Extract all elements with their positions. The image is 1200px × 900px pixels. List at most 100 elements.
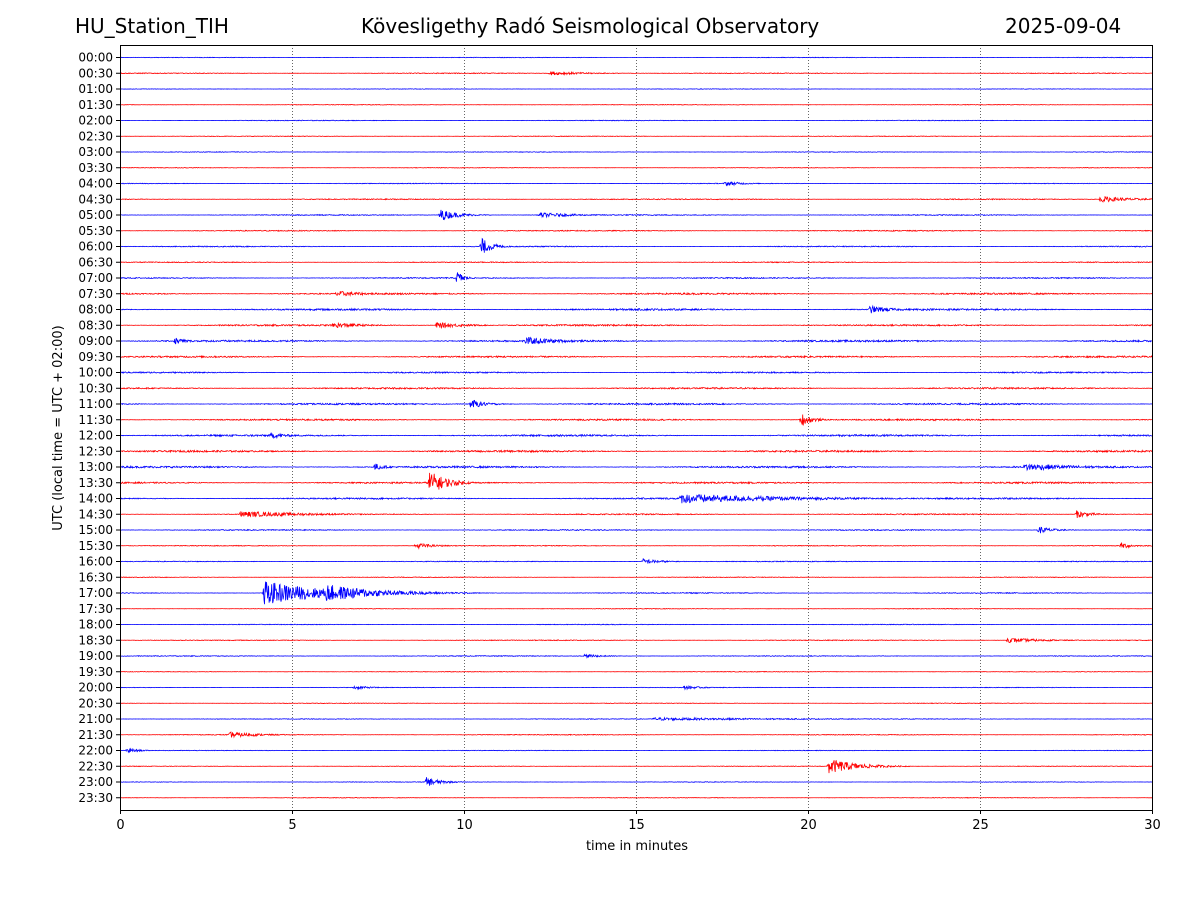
trace-1500	[119, 526, 1153, 534]
station-name: HU_Station_TIH	[75, 14, 229, 38]
trace-0130	[119, 103, 1153, 106]
x-axis-label: time in minutes	[586, 839, 688, 854]
y-tick-label: 17:00	[78, 586, 113, 600]
y-tick-label: 10:00	[78, 366, 113, 380]
trace-0600	[119, 237, 1153, 253]
y-tick-label: 11:00	[78, 397, 113, 411]
trace-1700	[119, 581, 1153, 605]
y-tick-label: 09:30	[78, 350, 113, 364]
trace-0630	[119, 261, 1153, 264]
y-tick-label: 15:00	[78, 523, 113, 537]
trace-1130	[119, 414, 1153, 426]
trace-0500	[119, 209, 1153, 221]
y-tick-label: 20:00	[78, 681, 113, 695]
y-tick-label: 11:30	[78, 413, 113, 427]
trace-1930	[119, 670, 1153, 673]
y-tick-label: 05:00	[78, 208, 113, 222]
y-tick-label: 13:00	[78, 460, 113, 474]
chart-date: 2025-09-04	[1005, 14, 1122, 38]
trace-1830	[119, 637, 1153, 644]
y-tick-label: 07:30	[78, 287, 113, 301]
trace-1800	[119, 623, 1153, 626]
y-tick-label: 12:00	[78, 429, 113, 443]
y-axis-label: UTC (local time = UTC + 02:00)	[51, 325, 66, 530]
x-tick-label: 15	[628, 818, 645, 833]
y-tick-label: 06:30	[78, 255, 113, 269]
y-tick-label: 21:30	[78, 728, 113, 742]
x-tick-label: 30	[1144, 818, 1161, 833]
y-tick-label: 08:00	[78, 303, 113, 317]
trace-2100	[120, 716, 1153, 722]
trace-1230	[119, 449, 1153, 454]
trace-0200	[119, 119, 1153, 122]
y-tick-label: 00:30	[78, 66, 113, 80]
y-tick-label: 19:30	[78, 665, 113, 679]
y-tick-label: 01:00	[78, 82, 113, 96]
y-tick-label: 03:30	[78, 161, 113, 175]
trace-2130	[119, 731, 1153, 739]
trace-1630	[119, 576, 1153, 579]
y-tick-label: 04:30	[78, 192, 113, 206]
y-tick-label: 15:30	[78, 539, 113, 553]
y-tick-label: 04:00	[78, 177, 113, 191]
trace-2230	[119, 760, 1152, 774]
trace-1400	[119, 493, 1153, 504]
y-tick-label: 05:30	[78, 224, 113, 238]
y-tick-label: 22:30	[78, 759, 113, 773]
trace-2200	[119, 747, 1153, 754]
y-tick-label: 08:30	[78, 318, 113, 332]
trace-1600	[119, 558, 1153, 564]
x-tick-label: 25	[972, 818, 989, 833]
trace-0400	[119, 181, 1153, 187]
y-tick-label: 14:00	[78, 492, 113, 506]
y-tick-label: 13:30	[78, 476, 113, 490]
trace-0800	[119, 304, 1153, 314]
trace-2300	[119, 777, 1153, 786]
x-tick-label: 20	[800, 818, 817, 833]
trace-0730	[119, 290, 1153, 297]
grid-lines	[292, 45, 981, 810]
y-tick-label: 02:00	[78, 114, 113, 128]
plot-frame	[120, 45, 1153, 811]
trace-1300	[119, 463, 1153, 472]
y-tick-label: 00:00	[78, 51, 113, 65]
y-tick-label: 16:00	[78, 555, 113, 569]
y-tick-label: 10:30	[78, 381, 113, 395]
y-tick-label: 14:30	[78, 507, 113, 521]
y-tick-label: 02:30	[78, 129, 113, 143]
trace-0700	[119, 272, 1153, 282]
trace-2000	[119, 684, 1153, 691]
y-tick-label: 16:30	[78, 570, 113, 584]
x-tick-label: 5	[288, 818, 296, 833]
trace-0830	[119, 321, 1153, 330]
y-tick-label: 19:00	[78, 649, 113, 663]
y-tick-label: 22:00	[78, 744, 113, 758]
y-tick-label: 23:30	[78, 791, 113, 805]
traces	[119, 56, 1153, 799]
trace-2030	[120, 702, 1153, 705]
trace-0230	[119, 135, 1153, 138]
y-tick-label: 18:30	[78, 633, 113, 647]
trace-0300	[119, 151, 1153, 153]
trace-1430	[119, 510, 1153, 519]
chart-title: Kövesligethy Radó Seismological Observat…	[361, 14, 820, 38]
trace-1030	[119, 386, 1153, 390]
y-tick-label: 01:30	[78, 98, 113, 112]
y-tick-label: 18:00	[78, 618, 113, 632]
y-tick-label: 06:00	[78, 240, 113, 254]
trace-0100	[119, 88, 1153, 90]
y-tick-label: 17:30	[78, 602, 113, 616]
y-tick-label: 21:00	[78, 712, 113, 726]
trace-0430	[119, 195, 1153, 203]
trace-0330	[119, 166, 1153, 169]
trace-0000	[119, 56, 1153, 59]
trace-1730	[119, 607, 1153, 610]
trace-1530	[119, 542, 1153, 550]
y-tick-label: 07:00	[78, 271, 113, 285]
trace-0900	[119, 336, 1153, 345]
trace-1000	[119, 370, 1153, 375]
x-axis: 0 5 10 15 20 25 30	[116, 810, 1161, 833]
trace-0930	[119, 354, 1153, 359]
